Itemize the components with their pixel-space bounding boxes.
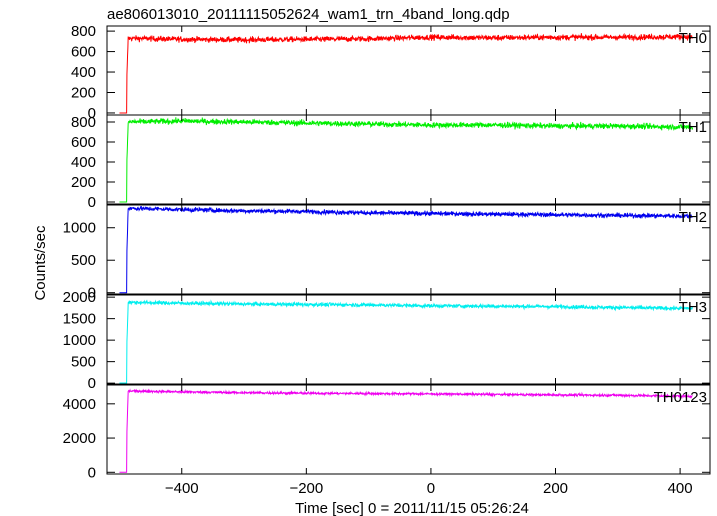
y-axis-label: Counts/sec	[32, 225, 49, 301]
y-tick-label: 0	[88, 105, 96, 122]
panel-th0: 0 200 400 600 800 TH0	[71, 23, 711, 122]
x-tick-label: 0	[427, 480, 435, 497]
y-tick-label: 200	[71, 84, 96, 101]
series-th1	[119, 117, 694, 203]
panel-th0123: 0 2000 4000 TH0123	[63, 384, 711, 481]
y-tick-label: 1000	[63, 332, 96, 349]
x-axis-label: Time [sec] 0 = 2011/11/15 05:26:24	[295, 500, 529, 516]
y-tick-label: 0	[88, 464, 96, 481]
y-tick-label: 1000	[63, 220, 96, 237]
panel-label: TH3	[679, 299, 707, 316]
series-th2	[119, 205, 693, 294]
y-tick-label: 4000	[63, 396, 96, 413]
y-tick-label: 600	[71, 134, 96, 151]
x-tick-label: 200	[543, 480, 568, 497]
panel-frame	[106, 294, 711, 385]
y-tick-label: 0	[88, 194, 96, 211]
series-th3	[119, 299, 693, 384]
y-tick-label: 400	[71, 64, 96, 81]
panel-th2: 0 500 1000 TH2	[63, 204, 711, 302]
panel-frame	[106, 384, 711, 475]
series-th0123	[119, 388, 693, 473]
y-tick-label: 800	[71, 114, 96, 131]
y-tick-label: 400	[71, 154, 96, 171]
panels-group: 0 200 400 600 800 TH0 0 200 400 600 800 TH1 0 500 1000…	[63, 23, 711, 497]
panel-label: TH0	[679, 30, 707, 47]
panel-frame	[106, 114, 711, 205]
y-tick-label: 800	[71, 23, 96, 40]
series-th0	[119, 32, 693, 114]
y-tick-label: 600	[71, 44, 96, 61]
chart-title: ae806013010_20111115052624_wam1_trn_4ban…	[107, 6, 510, 23]
y-tick-label: 2000	[63, 289, 96, 306]
y-tick-label: 0	[88, 375, 96, 392]
y-tick-label: 2000	[63, 430, 96, 447]
panel-frame	[106, 204, 711, 295]
y-tick-label: 500	[71, 354, 96, 371]
y-tick-label: 1500	[63, 311, 96, 328]
y-tick-label: 200	[71, 174, 96, 191]
y-tick-label: 500	[71, 252, 96, 269]
panel-th1: 0 200 400 600 800 TH1	[71, 114, 711, 211]
panel-label: TH2	[679, 209, 707, 226]
panel-th3: 0 500 1000 1500 2000 TH3	[63, 289, 711, 392]
x-tick-label: 400	[668, 480, 693, 497]
panel-label: TH0123	[654, 389, 707, 406]
x-tick-label: −400	[165, 480, 199, 497]
x-tick-label: −200	[289, 480, 323, 497]
y-tick-label: 0	[88, 285, 96, 302]
panel-label: TH1	[679, 119, 707, 136]
